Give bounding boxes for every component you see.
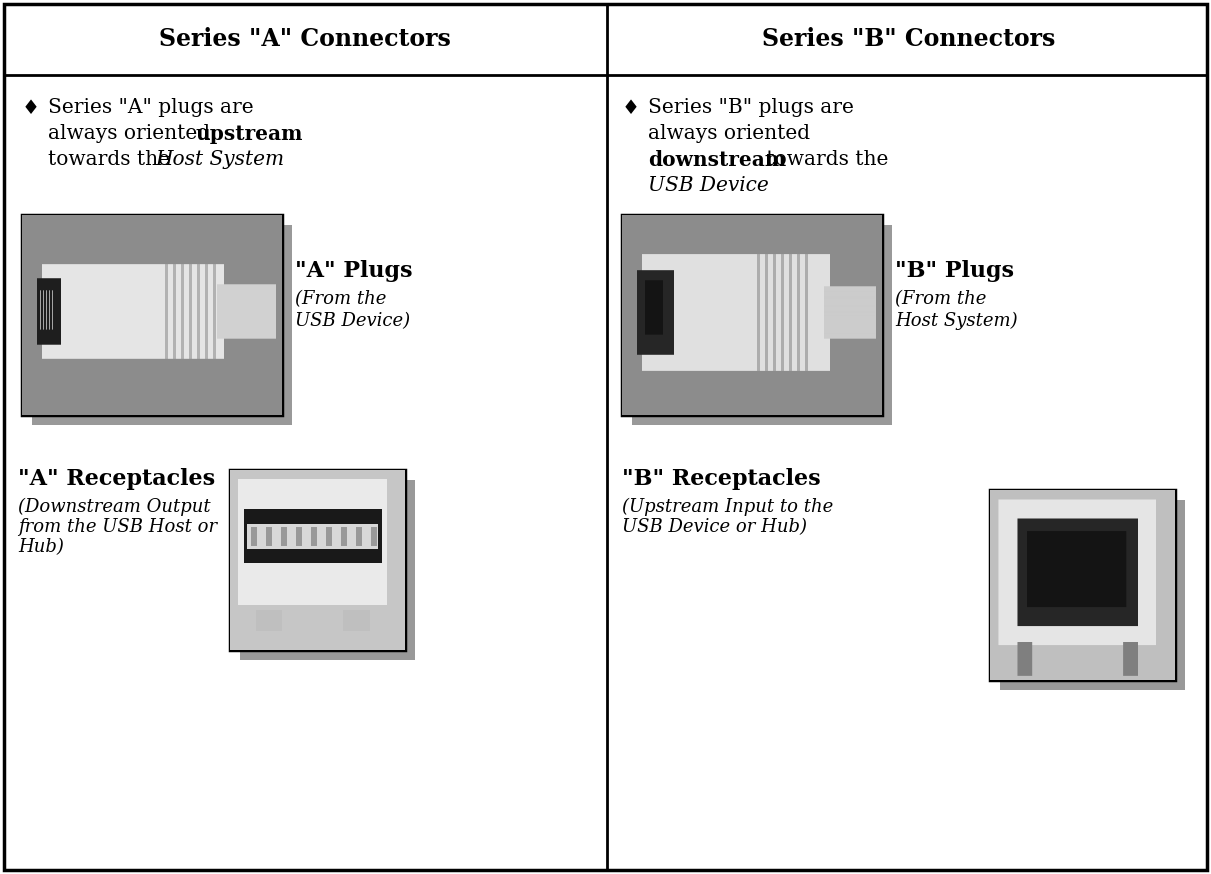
Text: (From the: (From the (895, 290, 987, 308)
Text: USB Device or Hub): USB Device or Hub) (622, 518, 807, 536)
Text: Series "B" Connectors: Series "B" Connectors (762, 27, 1056, 51)
Bar (31, 225, 292, 425)
Text: "B" Receptacles: "B" Receptacles (622, 468, 821, 490)
Text: upstream: upstream (196, 124, 304, 144)
Text: downstream: downstream (648, 150, 786, 170)
Text: (Downstream Output: (Downstream Output (18, 498, 211, 517)
Text: towards the: towards the (761, 150, 889, 169)
Bar (22, 215, 282, 415)
Bar (1000, 500, 1186, 690)
Text: USB Device): USB Device) (295, 312, 411, 330)
Text: Hub): Hub) (18, 538, 64, 556)
Text: Series "B" plugs are: Series "B" plugs are (648, 98, 854, 117)
Text: Host System): Host System) (895, 312, 1017, 330)
Bar (230, 470, 404, 650)
Text: "A" Receptacles: "A" Receptacles (18, 468, 216, 490)
Bar (240, 480, 415, 660)
Text: always oriented: always oriented (648, 124, 810, 143)
Text: towards the: towards the (48, 150, 177, 169)
Text: from the USB Host or: from the USB Host or (18, 518, 217, 536)
Text: ♦: ♦ (622, 98, 639, 118)
Text: Host System: Host System (155, 150, 285, 169)
Text: USB Device: USB Device (648, 176, 769, 195)
Text: Series "A" plugs are: Series "A" plugs are (48, 98, 253, 117)
Bar (632, 225, 893, 425)
Text: always oriented: always oriented (48, 124, 217, 143)
Text: (From the: (From the (295, 290, 386, 308)
Bar (622, 215, 882, 415)
Text: ♦: ♦ (22, 98, 40, 118)
Text: Series "A" Connectors: Series "A" Connectors (159, 27, 450, 51)
Text: "A" Plugs: "A" Plugs (295, 260, 413, 282)
Text: (Upstream Input to the: (Upstream Input to the (622, 498, 833, 517)
Bar (991, 490, 1175, 680)
Text: "B" Plugs: "B" Plugs (895, 260, 1014, 282)
